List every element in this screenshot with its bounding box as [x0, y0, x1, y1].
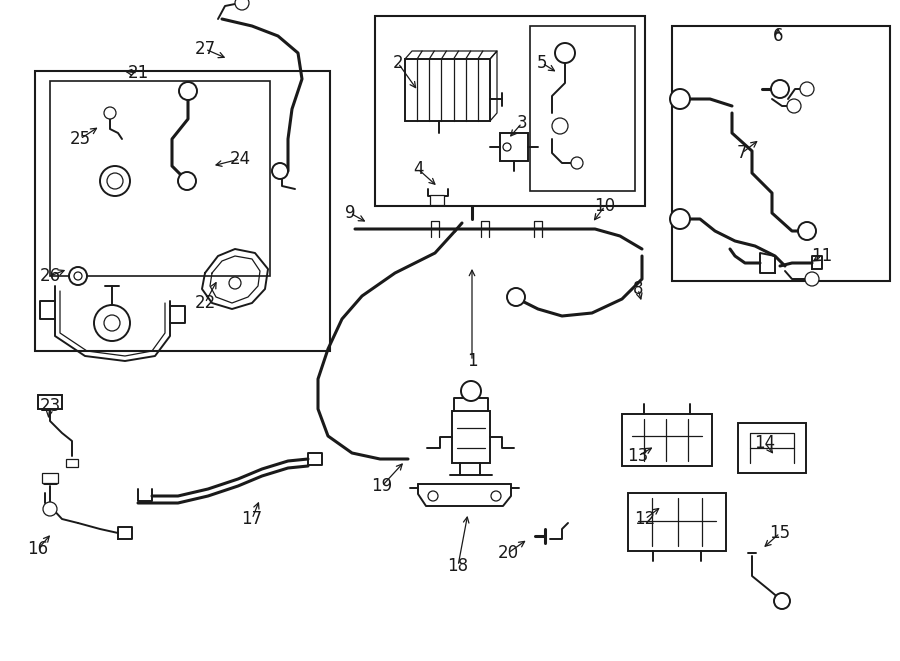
- Text: 15: 15: [770, 524, 790, 542]
- Bar: [530, 26, 635, 191]
- Circle shape: [491, 491, 501, 501]
- Circle shape: [507, 288, 525, 306]
- Text: 4: 4: [413, 160, 423, 178]
- Bar: [66, 459, 78, 467]
- Circle shape: [235, 0, 249, 10]
- Text: 13: 13: [627, 447, 649, 465]
- Bar: [628, 493, 726, 551]
- Text: 22: 22: [194, 294, 216, 312]
- Circle shape: [179, 82, 197, 100]
- Bar: [672, 26, 890, 281]
- Text: 25: 25: [69, 130, 91, 148]
- Bar: [405, 59, 490, 121]
- Text: 21: 21: [128, 64, 148, 82]
- Circle shape: [104, 315, 120, 331]
- Text: 3: 3: [517, 114, 527, 132]
- Circle shape: [69, 267, 87, 285]
- Circle shape: [800, 82, 814, 96]
- Circle shape: [805, 272, 819, 286]
- Text: 11: 11: [812, 247, 833, 265]
- Text: 7: 7: [737, 144, 747, 162]
- Text: 9: 9: [345, 204, 356, 222]
- Text: 20: 20: [498, 544, 518, 562]
- Text: 6: 6: [773, 27, 783, 45]
- Bar: [42, 473, 58, 483]
- Circle shape: [787, 99, 801, 113]
- Circle shape: [571, 157, 583, 169]
- Text: 24: 24: [230, 150, 250, 168]
- Text: 26: 26: [40, 267, 60, 285]
- Circle shape: [670, 209, 690, 229]
- Text: 8: 8: [633, 280, 643, 298]
- Bar: [50, 81, 270, 276]
- Circle shape: [503, 143, 511, 151]
- Circle shape: [798, 222, 816, 240]
- Circle shape: [771, 80, 789, 98]
- Text: 18: 18: [447, 557, 469, 575]
- Text: 1: 1: [467, 352, 477, 370]
- Text: 12: 12: [634, 510, 655, 528]
- Circle shape: [229, 277, 241, 289]
- Text: 5: 5: [536, 54, 547, 72]
- Text: 27: 27: [194, 40, 216, 58]
- Circle shape: [555, 43, 575, 63]
- Circle shape: [272, 163, 288, 179]
- Text: 2: 2: [392, 54, 403, 72]
- Bar: [375, 16, 645, 206]
- Circle shape: [74, 272, 82, 280]
- Circle shape: [107, 173, 123, 189]
- Bar: [452, 411, 490, 463]
- Text: 14: 14: [754, 434, 776, 452]
- Circle shape: [100, 166, 130, 196]
- Bar: [430, 195, 444, 205]
- Circle shape: [428, 491, 438, 501]
- Circle shape: [178, 172, 196, 190]
- Bar: [500, 133, 528, 161]
- Bar: [622, 414, 712, 466]
- Text: 10: 10: [594, 197, 616, 215]
- Text: 17: 17: [241, 510, 263, 528]
- Text: 23: 23: [40, 397, 60, 415]
- Text: 19: 19: [372, 477, 392, 495]
- Bar: [38, 395, 62, 409]
- Bar: [738, 423, 806, 473]
- Circle shape: [94, 305, 130, 341]
- Circle shape: [43, 502, 57, 516]
- Circle shape: [552, 118, 568, 134]
- Circle shape: [774, 593, 790, 609]
- Bar: [35, 71, 330, 351]
- Circle shape: [461, 381, 481, 401]
- Circle shape: [670, 89, 690, 109]
- Circle shape: [104, 107, 116, 119]
- Text: 16: 16: [27, 540, 49, 558]
